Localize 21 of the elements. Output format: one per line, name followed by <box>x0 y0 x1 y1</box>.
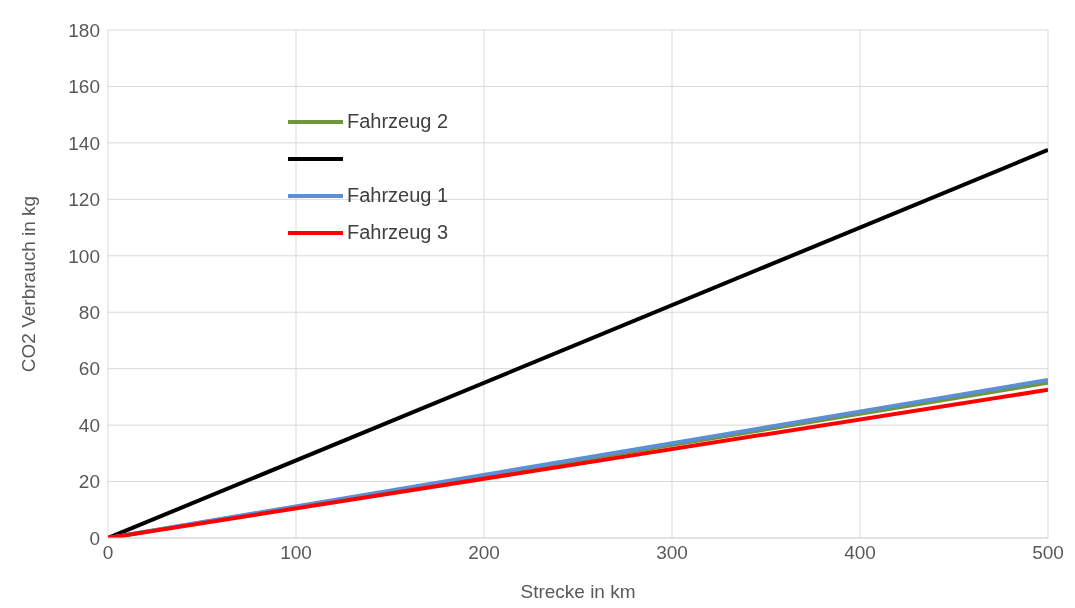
x-tick-label: 100 <box>280 542 312 564</box>
y-tick-label: 20 <box>78 471 100 493</box>
y-tick-label: 180 <box>68 19 100 41</box>
x-tick-label: 0 <box>102 542 114 564</box>
y-tick-label: 100 <box>68 245 100 267</box>
x-tick-label: 200 <box>468 542 500 564</box>
y-tick-label: 0 <box>89 527 100 549</box>
legend-label: Fahrzeug 1 <box>347 184 449 207</box>
y-tick-label: 140 <box>68 132 100 154</box>
y-axis-title: CO2 Verbrauch in kg <box>17 195 39 373</box>
x-tick-label: 300 <box>656 542 688 564</box>
x-tick-label: 400 <box>844 542 876 564</box>
y-tick-label: 60 <box>78 358 100 380</box>
legend-label: Fahrzeug 2 <box>347 110 449 133</box>
y-tick-label: 40 <box>78 414 100 436</box>
x-axis-title: Strecke in km <box>520 581 636 602</box>
y-tick-label: 160 <box>68 76 100 98</box>
x-tick-label: 500 <box>1032 542 1064 564</box>
legend-label: Fahrzeug 3 <box>347 221 449 244</box>
y-tick-label: 80 <box>78 301 100 323</box>
y-tick-label: 120 <box>68 189 100 211</box>
